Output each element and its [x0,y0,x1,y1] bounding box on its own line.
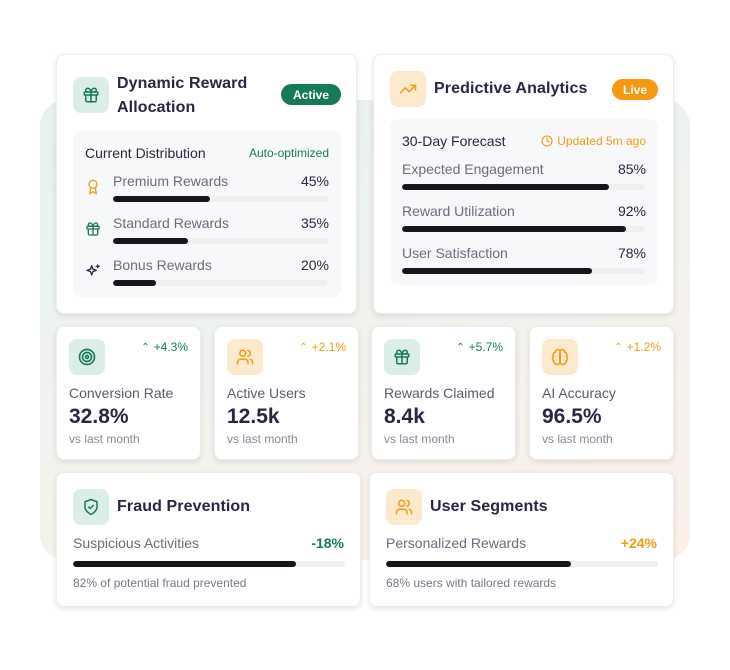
forecast-label: Reward Utilization [402,203,515,219]
forecast-label: User Satisfaction [402,245,508,261]
brain-icon [542,339,578,375]
auto-optimized-tag: Auto-optimized [248,146,329,160]
users-icon [386,489,422,525]
status-badge-live: Live [612,79,658,100]
fraud-progress-bar [73,561,345,567]
chevron-up-icon: ⌃ [614,341,623,353]
users-icon [227,339,263,375]
user-segments-card: User Segments Personalized Rewards +24% … [369,472,674,607]
forecast-label: Expected Engagement [402,161,544,177]
stat-card-conversion-rate: ⌃ +4.3% Conversion Rate 32.8% vs last mo… [56,326,201,460]
clock-icon [541,135,553,147]
distribution-bar [113,238,328,244]
updated-text: Updated 5m ago [557,134,646,148]
segments-progress-bar [386,561,658,567]
forecast-bar [402,184,645,190]
distribution-label: Bonus Rewards [113,257,212,273]
stat-label: Conversion Rate [69,385,174,401]
distribution-value: 35% [300,215,329,231]
trending-up-icon [390,71,426,107]
card-title: Predictive Analytics [434,80,588,97]
target-icon [69,339,105,375]
forecast-bar [402,226,645,232]
shield-check-icon [73,489,109,525]
reward-allocation-card: Dynamic Reward Allocation Active Current… [56,54,357,314]
metric-label: Personalized Rewards [386,535,527,551]
updated-tag: Updated 5m ago [541,134,646,148]
stat-value: 96.5% [542,405,602,428]
forecast-value: 92% [617,203,646,219]
metric-label: Suspicious Activities [73,535,200,551]
distribution-value: 45% [300,173,329,189]
forecast-panel: 30-Day Forecast Updated 5m ago Expected … [390,119,658,285]
stat-value: 8.4k [384,405,425,428]
forecast-value: 78% [617,245,646,261]
gift-icon [73,77,109,113]
award-icon [88,179,98,195]
distribution-heading: Current Distribution [85,145,206,161]
stat-delta: ⌃ +4.3% [141,340,188,354]
forecast-heading: 30-Day Forecast [402,133,506,149]
stat-delta: ⌃ +5.7% [456,340,503,354]
stat-delta: ⌃ +1.2% [614,340,661,354]
distribution-label: Premium Rewards [113,173,229,189]
forecast-value: 85% [617,161,646,177]
stat-value: 32.8% [69,405,129,428]
card-title: Dynamic Reward Allocation [117,75,248,116]
status-badge-active: Active [281,84,341,105]
stat-delta: ⌃ +2.1% [299,340,346,354]
distribution-value: 20% [300,257,329,273]
stat-label: Rewards Claimed [384,385,495,401]
stat-card-ai-accuracy: ⌃ +1.2% AI Accuracy 96.5% vs last month [529,326,674,460]
segments-footnote: 68% users with tailored rewards [386,576,557,590]
gift-icon [86,222,100,236]
fraud-prevention-card: Fraud Prevention Suspicious Activities -… [56,472,361,607]
gift-icon [384,339,420,375]
stat-subtext: vs last month [384,432,455,446]
chevron-up-icon: ⌃ [456,341,465,353]
stat-value: 12.5k [227,405,280,428]
distribution-label: Standard Rewards [113,215,229,231]
card-title: User Segments [430,498,548,515]
fraud-footnote: 82% of potential fraud prevented [73,576,247,590]
chevron-up-icon: ⌃ [141,341,150,353]
chevron-up-icon: ⌃ [299,341,308,353]
stat-subtext: vs last month [69,432,140,446]
card-title: Fraud Prevention [117,498,251,515]
stat-label: Active Users [227,385,306,401]
predictive-analytics-card: Predictive Analytics Live 30-Day Forecas… [373,54,674,314]
metric-delta: +24% [620,535,657,551]
distribution-bar [113,196,328,202]
stat-card-active-users: ⌃ +2.1% Active Users 12.5k vs last month [214,326,359,460]
forecast-bar [402,268,645,274]
stat-subtext: vs last month [227,432,298,446]
metric-delta: -18% [311,535,344,551]
distribution-panel: Current Distribution Auto-optimized Prem… [73,131,341,297]
stat-subtext: vs last month [542,432,613,446]
stat-card-rewards-claimed: ⌃ +5.7% Rewards Claimed 8.4k vs last mon… [371,326,516,460]
stat-label: AI Accuracy [542,385,616,401]
sparkles-icon [86,264,100,276]
distribution-bar [113,280,328,286]
